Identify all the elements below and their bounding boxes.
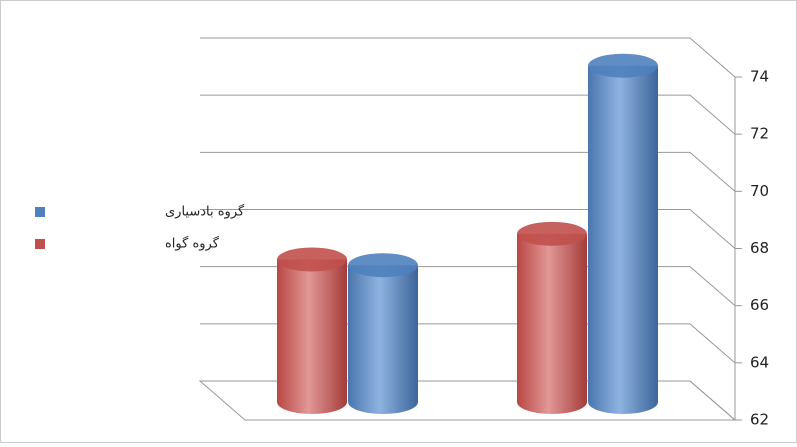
legend-swatch — [35, 239, 45, 249]
grid-line — [200, 151, 736, 192]
cylinder — [277, 259, 347, 414]
grid-line — [200, 37, 736, 78]
y-tick-label: 64 — [750, 353, 769, 371]
grid-line — [200, 209, 736, 249]
cylinder — [588, 65, 658, 414]
y-tick-label: 72 — [750, 125, 769, 143]
y-tick-label: 74 — [750, 68, 769, 86]
legend-label: گروه گواه — [165, 236, 220, 252]
cylinder-top — [348, 253, 418, 278]
y-tick-label: 70 — [750, 182, 769, 200]
legend-swatch — [35, 207, 45, 217]
cylinder — [348, 265, 418, 414]
cylinder-top — [517, 221, 587, 246]
cylinder — [517, 233, 587, 414]
y-tick-label: 62 — [750, 411, 769, 429]
grid-line — [200, 94, 736, 135]
cylinder-top — [588, 53, 658, 78]
legend-label: گروه بادسیاری — [165, 204, 245, 220]
y-tick-label: 66 — [750, 296, 769, 314]
cylinder-top — [277, 247, 347, 272]
y-tick-label: 68 — [750, 239, 769, 257]
